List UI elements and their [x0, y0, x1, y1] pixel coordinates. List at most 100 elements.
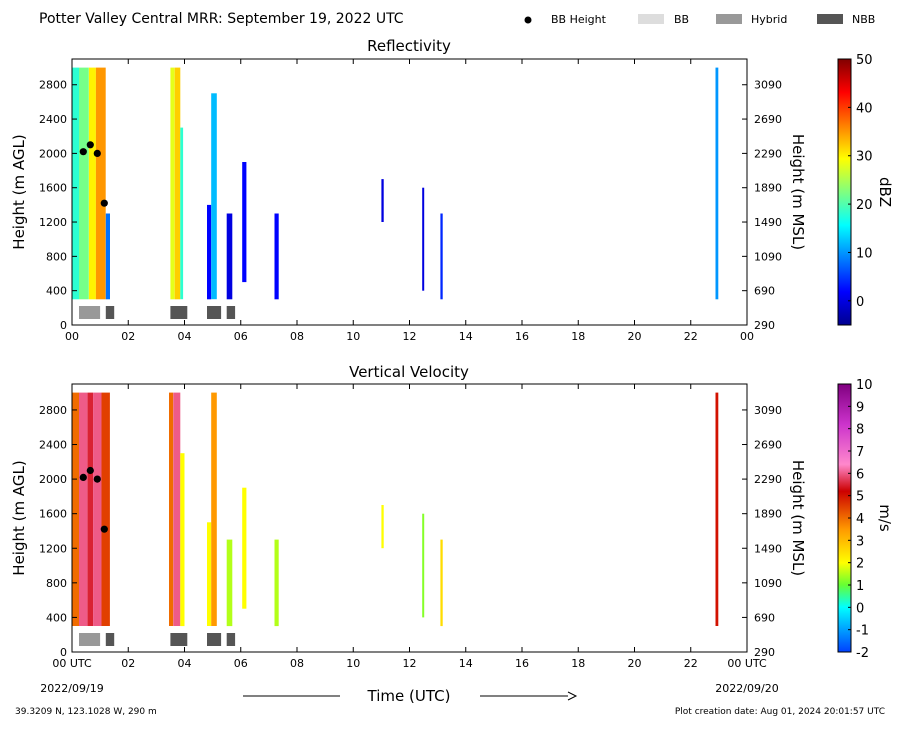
- reflectivity-y-tick-label: 1600: [39, 182, 67, 195]
- reflectivity-x-tick-label: 18: [571, 330, 585, 343]
- reflectivity-x-tick-label: 16: [515, 330, 529, 343]
- vertical-velocity-x-tick-label: 14: [459, 657, 473, 670]
- vertical-velocity-x-tick-label: 18: [571, 657, 585, 670]
- vertical-velocity-y-ticks-right: 290 690 1090 1490 1890 2290 2690 3090: [742, 404, 782, 659]
- reflectivity-colorbar-label: dBZ: [876, 177, 894, 207]
- vertical-velocity-colorbar-tick-label: 6: [856, 467, 864, 482]
- reflectivity-y-right-tick-label: 3090: [754, 79, 782, 92]
- vertical-velocity-y-tick-label: 1600: [39, 508, 67, 521]
- legend-hybrid-label: Hybrid: [751, 13, 787, 26]
- vertical-velocity-y-tick-label: 2400: [39, 439, 67, 452]
- vertical-velocity-y-tick-label: 800: [46, 577, 67, 590]
- end-date: 2022/09/20: [715, 682, 778, 695]
- vertical-velocity-y-tick-label: 2000: [39, 473, 67, 486]
- vertical-velocity-colorbar-tick-label: 4: [856, 512, 864, 527]
- reflectivity-colorbar-tick-label: 20: [856, 198, 873, 213]
- vertical-velocity-colorbar-label: m/s: [876, 504, 894, 532]
- vertical-velocity-region: [173, 392, 181, 626]
- reflectivity-x-tick-label: 12: [403, 330, 417, 343]
- vertical-velocity-region: [72, 392, 79, 626]
- reflectivity-region: [715, 67, 719, 300]
- vertical-velocity-x-tick-label: 04: [178, 657, 192, 670]
- vertical-velocity-bb-type-bar: [170, 633, 188, 646]
- reflectivity-region: [72, 67, 79, 300]
- vertical-velocity-x-tick-label: 00 UTC: [727, 657, 767, 670]
- vertical-velocity-colorbar-tick-label: 2: [856, 557, 864, 572]
- legend-nbb-swatch: [817, 14, 843, 24]
- reflectivity-bb-height-point: [86, 141, 94, 149]
- vertical-velocity-region: [207, 522, 212, 626]
- vertical-velocity-x-tick-label: 16: [515, 657, 529, 670]
- reflectivity-x-tick-label: 10: [346, 330, 360, 343]
- reflectivity-ylabel-right: Height (m MSL): [789, 134, 807, 250]
- reflectivity-title: Reflectivity: [367, 37, 451, 55]
- vertical-velocity-region: [381, 505, 384, 549]
- reflectivity-y-right-tick-label: 1890: [754, 182, 782, 195]
- vertical-velocity-region: [211, 392, 217, 626]
- reflectivity-region: [211, 93, 217, 300]
- reflectivity-region: [88, 67, 96, 300]
- vertical-velocity-x-tick-label: 02: [121, 657, 135, 670]
- vertical-velocity-x-tick-label: 08: [290, 657, 304, 670]
- vertical-velocity-colorbar-tick-label: -1: [856, 624, 869, 639]
- vertical-velocity-bb-type-bar: [105, 633, 115, 646]
- vertical-velocity-x-tick-label: 10: [346, 657, 360, 670]
- reflectivity-y-tick-label: 400: [46, 285, 67, 298]
- vertical-velocity-bb-type-bar: [79, 633, 101, 646]
- reflectivity-colorbar-ticks: 0 10 20 30 40 50: [848, 53, 873, 310]
- vertical-velocity-x-tick-label: 00 UTC: [52, 657, 92, 670]
- vertical-velocity-y-tick-label: 400: [46, 611, 67, 624]
- reflectivity-region: [207, 204, 212, 300]
- creation-date-text: Plot creation date: Aug 01, 2024 20:01:5…: [675, 707, 885, 717]
- reflectivity-y-ticks-right: 290 690 1090 1490 1890 2290 2690 3090: [742, 79, 782, 332]
- start-date: 2022/09/19: [40, 682, 103, 695]
- vertical-velocity-bb-height-point: [93, 475, 101, 483]
- reflectivity-x-ticks: 00 02 04 06 08 10 12 14 16 18 20 22 00: [65, 59, 754, 343]
- reflectivity-y-tick-label: 2000: [39, 147, 67, 160]
- legend: BB Height BB Hybrid NBB: [524, 13, 875, 26]
- reflectivity-region: [180, 127, 184, 300]
- vertical-velocity-bb-height-point: [79, 473, 87, 481]
- reflectivity-regions: [72, 67, 719, 300]
- reflectivity-bb-type-bar: [105, 306, 115, 319]
- reflectivity-colorbar-tick-label: 40: [856, 101, 873, 116]
- reflectivity-colorbar: [837, 58, 852, 326]
- vertical-velocity-x-tick-label: 06: [234, 657, 248, 670]
- vertical-velocity-region: [242, 487, 247, 609]
- legend-bb-height-label: BB Height: [551, 13, 607, 26]
- vertical-velocity-bb-height-points: [79, 466, 108, 533]
- reflectivity-y-right-tick-label: 290: [754, 319, 775, 332]
- vertical-velocity-x-ticks: 00 UTC 02 04 06 08 10 12 14 16 18 20 22 00 UTC: [52, 384, 767, 670]
- reflectivity-bb-type-bars: [79, 306, 236, 319]
- time-arrow-head: [567, 691, 578, 701]
- reflectivity-region: [170, 67, 175, 300]
- reflectivity-region: [105, 213, 110, 300]
- vertical-velocity-region: [440, 539, 443, 627]
- page-title: Potter Valley Central MRR: September 19,…: [39, 11, 404, 27]
- vertical-velocity-region: [169, 392, 174, 626]
- vertical-velocity-x-tick-label: 22: [684, 657, 698, 670]
- vertical-velocity-title: Vertical Velocity: [349, 363, 469, 381]
- legend-bb-label: BB: [674, 13, 689, 26]
- vertical-velocity-x-tick-label: 12: [403, 657, 417, 670]
- reflectivity-y-tick-label: 2800: [39, 79, 67, 92]
- reflectivity-region: [95, 67, 106, 300]
- reflectivity-y-right-tick-label: 1490: [754, 216, 782, 229]
- vertical-velocity-ylabel-left: Height (m AGL): [10, 460, 28, 575]
- reflectivity-y-tick-label: 0: [60, 319, 67, 332]
- vertical-velocity-ylabel-right: Height (m MSL): [789, 460, 807, 576]
- vertical-velocity-region: [93, 392, 102, 626]
- reflectivity-bb-height-point: [93, 149, 101, 157]
- location-text: 39.3209 N, 123.1028 W, 290 m: [15, 707, 157, 717]
- reflectivity-bb-height-point: [100, 199, 108, 207]
- reflectivity-bb-height-points: [79, 141, 108, 207]
- vertical-velocity-bb-height-point: [86, 466, 94, 475]
- reflectivity-x-tick-label: 00: [65, 330, 79, 343]
- vertical-velocity-colorbar-tick-label: 10: [856, 378, 873, 393]
- vertical-velocity-y-right-tick-label: 1090: [754, 577, 782, 590]
- legend-bb-height-marker: [524, 16, 532, 24]
- reflectivity-x-tick-label: 04: [178, 330, 192, 343]
- vertical-velocity-region: [180, 453, 185, 627]
- reflectivity-y-tick-label: 1200: [39, 216, 67, 229]
